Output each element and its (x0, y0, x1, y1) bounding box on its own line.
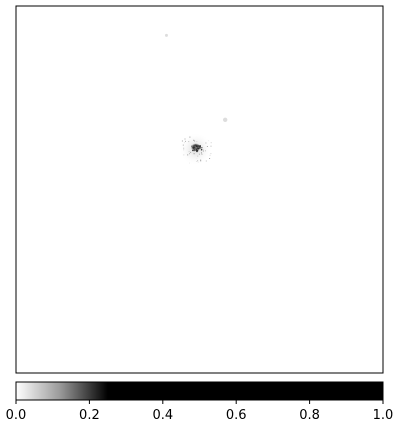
colorbar-ticks: 0.0 0.2 0.4 0.6 0.8 1.0 (6, 400, 394, 423)
heatmap-halo-pixel (188, 151, 190, 153)
heatmap-halo-pixel (210, 142, 212, 144)
colorbar-tick-label: 0.2 (79, 408, 100, 423)
heatmap-halo-pixel (193, 153, 195, 155)
heatmap-halo-pixel (193, 139, 195, 141)
heatmap-halo-pixel (197, 161, 199, 163)
heatmap-halo-pixel (181, 140, 183, 142)
heatmap-halo-pixel (184, 139, 186, 141)
heatmap-halo-pixel (197, 155, 199, 157)
heatmap-background (16, 6, 383, 373)
colorbar-gradient (16, 382, 383, 400)
heatmap-halo-pixel (201, 147, 203, 149)
colorbar-tick-label: 0.0 (6, 408, 27, 423)
colorbar-tick-label: 0.4 (152, 408, 173, 423)
heatmap-halo-pixel (189, 136, 191, 138)
heatmap-halo-pixel (183, 142, 185, 144)
heatmap-halo-pixel (183, 149, 185, 151)
heatmap-speck-dot (165, 33, 168, 37)
heatmap-halo-glow (179, 132, 213, 166)
heatmap-halo-pixel (196, 161, 197, 162)
heatmap-halo-pixel (202, 148, 204, 150)
colorbar-frame (15, 381, 384, 401)
heatmap-halo-pixel (189, 153, 190, 155)
colorbar: 0.0 0.2 0.4 0.6 0.8 1.0 (6, 381, 394, 423)
heatmap-halo-pixel (205, 142, 207, 144)
heatmap-halo-pixel (182, 144, 184, 146)
heatmap-feature-faint-speck-right (222, 117, 228, 122)
heatmap-halo-pixel (205, 150, 206, 152)
heatmap-halo-pixel (210, 153, 212, 155)
heatmap-halo-pixel (209, 154, 211, 156)
heatmap-feature-halo-spots (179, 132, 213, 166)
heatmap-halo-pixel (201, 153, 203, 155)
heatmap-speck-dot (222, 117, 228, 122)
heatmap-halo-pixel (190, 151, 192, 153)
heatmap-halo-pixel (209, 158, 211, 159)
heatmap-halo-pixel (201, 152, 202, 154)
heatmap-halo-pixel (197, 160, 199, 162)
colorbar-tick-label: 0.8 (299, 408, 320, 423)
heatmap-halo-pixel (198, 153, 200, 155)
heatmap-feature-faint-speck-upper (165, 33, 168, 37)
heatmap-halo-pixel (208, 140, 210, 142)
heatmap-halo-pixel (200, 159, 202, 161)
colorbar-tick-label: 0.6 (226, 408, 247, 423)
heatmap-halo-pixel (196, 158, 198, 160)
heatmap-halo-pixel (184, 138, 186, 140)
colorbar-tick-label: 1.0 (373, 408, 394, 423)
heatmap-halo-pixel (210, 145, 212, 147)
heatmap-axes (15, 5, 384, 374)
heatmap-halo-pixel (188, 141, 190, 143)
heatmap-halo-pixel (202, 145, 204, 147)
heatmap-halo-pixel (196, 141, 198, 142)
heatmap-halo-pixel (185, 140, 186, 142)
heatmap-halo-pixel (194, 140, 196, 142)
heatmap-features (165, 33, 228, 166)
heatmap-halo-pixel (187, 154, 189, 156)
heatmap-halo-pixel (189, 162, 190, 164)
heatmap-halo-pixel (200, 160, 202, 162)
heatmap-frame (15, 5, 384, 374)
heatmap-halo-pixel (202, 150, 204, 152)
heatmap-halo-pixel (183, 147, 185, 149)
heatmap-halo-pixel (205, 160, 207, 162)
heatmap-halo-pixel (206, 146, 208, 147)
heatmap-halo-pixel (183, 154, 185, 156)
